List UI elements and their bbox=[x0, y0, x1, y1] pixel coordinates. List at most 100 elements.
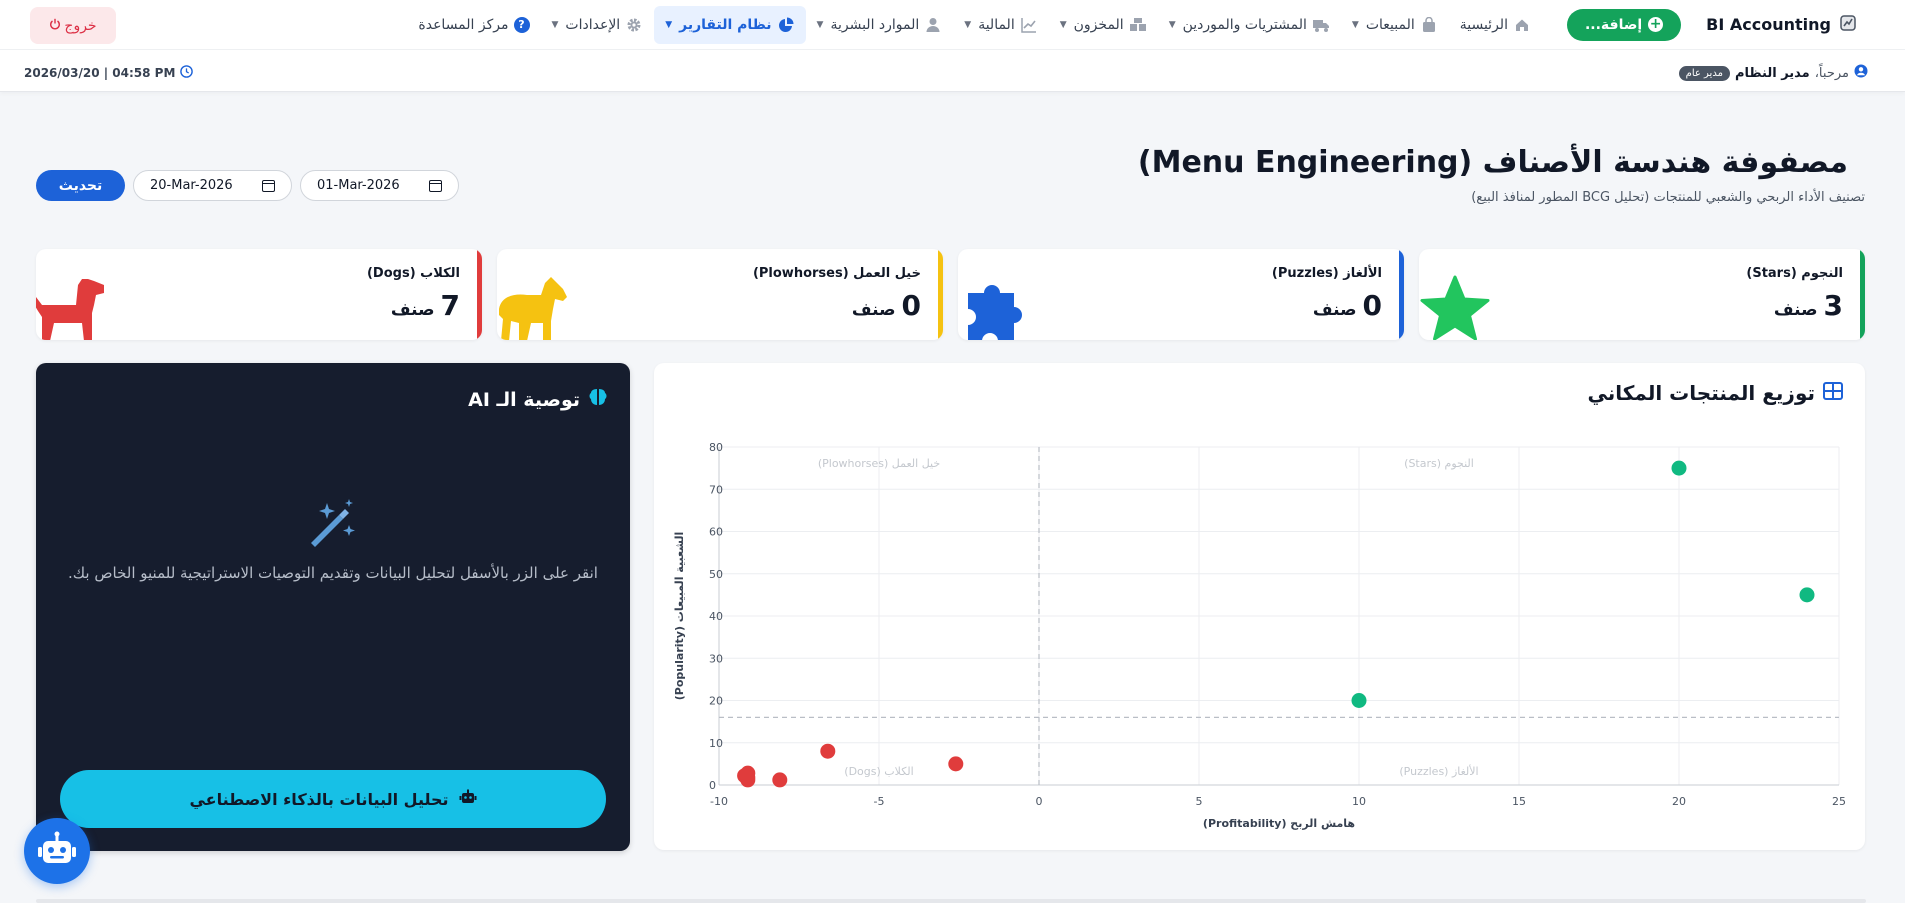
truck-icon bbox=[1312, 16, 1330, 34]
help-icon: ? bbox=[513, 16, 530, 33]
nav-item-label: المشتريات والموردين bbox=[1182, 16, 1307, 33]
y-tick-label: 10 bbox=[709, 737, 723, 750]
refresh-button[interactable]: تحديث bbox=[36, 170, 125, 201]
x-tick-label: 10- bbox=[710, 795, 728, 808]
robot-icon bbox=[37, 831, 77, 871]
kpi-label: الألغاز (Puzzles) bbox=[1271, 266, 1382, 281]
x-tick-label: 5- bbox=[874, 795, 885, 808]
scatter-point bbox=[820, 743, 836, 759]
y-tick-label: 80 bbox=[709, 441, 723, 454]
scatter-chart-card: توزيع المنتجات المكاني 10- 5- 0 5 10 15 20 25 0 1… bbox=[654, 363, 1865, 850]
ai-analyze-button[interactable]: تحليل البيانات بالذكاء الاصطناعي bbox=[60, 770, 606, 828]
kpi-card-plowhorses: خيل العمل (Plowhorses) 0 صنف bbox=[497, 249, 943, 340]
page-subtitle: تصنيف الأداء الربحي والشعبي للمنتجات (تح… bbox=[1471, 190, 1865, 205]
scatter-point bbox=[737, 768, 753, 784]
quadrant-label-dogs: الكلاب (Dogs) bbox=[844, 765, 913, 778]
nav-item-label: الرئيسية bbox=[1459, 16, 1508, 33]
y-tick-label: 50 bbox=[709, 568, 723, 581]
user-circle-icon bbox=[1854, 64, 1868, 82]
kpi-value-row: 0 صنف bbox=[1313, 289, 1382, 322]
x-axis-title: هامش الربح (Profitability) bbox=[1203, 817, 1355, 830]
ai-card-header: توصية الـ AI bbox=[468, 387, 608, 412]
grid-icon bbox=[1823, 381, 1843, 405]
date-to-input[interactable]: 20-Mar-2026 bbox=[133, 170, 292, 201]
pie-chart-icon bbox=[777, 16, 795, 34]
kpi-accent-bar bbox=[938, 249, 943, 340]
nav-item-label: الإعدادات bbox=[565, 16, 621, 33]
brand-name: BI Accounting bbox=[1706, 15, 1831, 34]
kpi-card-puzzles: الألغاز (Puzzles) 0 صنف bbox=[958, 249, 1404, 340]
chart-line-icon bbox=[1020, 16, 1038, 34]
greeting: مرحباً، bbox=[1814, 65, 1849, 81]
kpi-card-dogs: الكلاب (Dogs) 7 صنف bbox=[36, 249, 482, 340]
brand-logo-icon bbox=[1838, 13, 1858, 37]
x-tick-label: 5 bbox=[1196, 795, 1203, 808]
nav-item-purchases[interactable]: المشتريات والموردين ▼ bbox=[1158, 6, 1341, 44]
calendar-icon[interactable] bbox=[429, 179, 442, 192]
user-bar: مرحباً، مدير النظام مدير عام 2026/03/20 … bbox=[0, 50, 1905, 92]
user-name: مدير النظام bbox=[1734, 65, 1810, 81]
kpi-label: النجوم (Stars) bbox=[1746, 266, 1843, 281]
nav-item-reports[interactable]: نظام التقارير ▼ bbox=[654, 5, 806, 44]
ai-recommendation-card: توصية الـ AI انقر على الزر بالأسفل لتحلي… bbox=[36, 363, 630, 851]
kpi-value: 7 bbox=[440, 289, 460, 322]
kpi-value: 0 bbox=[901, 289, 921, 322]
kpi-accent-bar bbox=[1399, 249, 1404, 340]
kpi-accent-bar bbox=[477, 249, 482, 340]
quadrant-label-plowhorses: خيل العمل (Plowhorses) bbox=[818, 457, 940, 470]
dog-icon bbox=[36, 275, 108, 340]
x-tick-label: 10 bbox=[1352, 795, 1366, 808]
quadrant-label-stars: النجوم (Stars) bbox=[1404, 457, 1474, 470]
y-tick-label: 60 bbox=[709, 526, 723, 539]
nav-item-finance[interactable]: المالية ▼ bbox=[953, 6, 1048, 44]
chevron-down-icon: ▼ bbox=[1168, 19, 1176, 30]
chatbot-fab[interactable] bbox=[24, 818, 90, 884]
datetime: 2026/03/20 | 04:58 PM bbox=[24, 65, 194, 81]
star-icon bbox=[1419, 275, 1491, 340]
clock-icon bbox=[180, 65, 194, 81]
logout-button[interactable]: خروج bbox=[30, 7, 116, 44]
y-tick-label: 40 bbox=[709, 610, 723, 623]
add-button[interactable]: + إضافة... bbox=[1566, 8, 1682, 41]
nav-item-settings[interactable]: الإعدادات ▼ bbox=[541, 6, 655, 44]
chevron-down-icon: ▼ bbox=[551, 19, 559, 30]
kpi-value-row: 0 صنف bbox=[852, 289, 921, 322]
chevron-down-icon: ▼ bbox=[816, 19, 824, 30]
date-from-value: 01-Mar-2026 bbox=[317, 178, 400, 193]
kpi-label: الكلاب (Dogs) bbox=[366, 266, 460, 281]
nav-item-label: المخزون bbox=[1073, 16, 1124, 33]
datetime-text: 2026/03/20 | 04:58 PM bbox=[24, 66, 176, 80]
kpi-value-row: 7 صنف bbox=[391, 289, 460, 322]
chevron-down-icon: ▼ bbox=[665, 19, 673, 30]
y-tick-label: 0 bbox=[709, 779, 716, 792]
nav-item-hr[interactable]: الموارد البشرية ▼ bbox=[806, 6, 954, 44]
nav-item-sales[interactable]: المبيعات ▼ bbox=[1341, 6, 1449, 44]
date-from-input[interactable]: 01-Mar-2026 bbox=[300, 170, 459, 201]
nav-item-label: المالية bbox=[978, 16, 1015, 33]
role-badge: مدير عام bbox=[1678, 65, 1730, 81]
chart-card-title: توزيع المنتجات المكاني bbox=[1587, 381, 1815, 405]
nav-item-label: مركز المساعدة bbox=[418, 16, 509, 33]
nav-item-home[interactable]: الرئيسية bbox=[1449, 6, 1542, 44]
brand[interactable]: BI Accounting bbox=[1706, 13, 1858, 37]
ai-card-title: توصية الـ AI bbox=[468, 388, 580, 411]
scatter-point bbox=[948, 756, 964, 772]
page-title: مصفوفة هندسة الأصناف (Menu Engineering) bbox=[1137, 145, 1848, 180]
chevron-down-icon: ▼ bbox=[1059, 19, 1067, 30]
y-tick-label: 20 bbox=[709, 695, 723, 708]
magic-wand-icon bbox=[305, 497, 359, 555]
nav-item-inventory[interactable]: المخزون ▼ bbox=[1049, 6, 1158, 44]
y-tick-label: 70 bbox=[709, 483, 723, 496]
kpi-value-row: 3 صنف bbox=[1774, 289, 1843, 322]
y-axis-title: الشعبية المبيعات (Popularity) bbox=[673, 532, 686, 700]
calendar-icon[interactable] bbox=[262, 179, 275, 192]
kpi-value: 0 bbox=[1362, 289, 1382, 322]
top-navbar: BI Accounting + إضافة... الرئيسية المبيع… bbox=[0, 0, 1905, 50]
chevron-down-icon: ▼ bbox=[1351, 19, 1359, 30]
power-icon bbox=[49, 18, 61, 34]
nav-item-help[interactable]: ? مركز المساعدة bbox=[407, 6, 540, 44]
puzzle-icon bbox=[960, 275, 1032, 340]
scatter-plot: 10- 5- 0 5 10 15 20 25 0 10 20 30 40 50 60 70 80 خيل العم… bbox=[673, 441, 1846, 830]
kpi-value: 3 bbox=[1823, 289, 1843, 322]
nav-item-label: المبيعات bbox=[1365, 16, 1415, 33]
